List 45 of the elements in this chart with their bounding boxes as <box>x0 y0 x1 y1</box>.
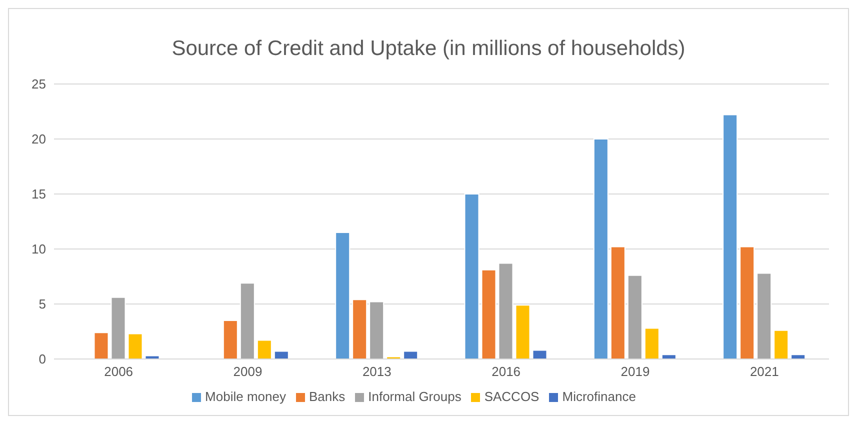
legend-label: Mobile money <box>205 389 286 404</box>
legend-label: Banks <box>308 389 346 404</box>
bar <box>352 299 368 359</box>
bar <box>661 354 676 359</box>
bar <box>110 296 126 359</box>
legend-label: Informal Groups <box>368 389 462 404</box>
y-tick-label: 0 <box>38 352 46 367</box>
x-tick-label: 2013 <box>362 364 392 380</box>
y-tick-label: 5 <box>38 296 46 312</box>
bar <box>222 320 238 359</box>
bar <box>790 354 806 359</box>
y-tick-label: 15 <box>32 186 46 202</box>
y-tick-label: 10 <box>32 242 46 257</box>
bar <box>94 332 109 359</box>
x-tick-label: 2016 <box>492 364 521 380</box>
bar <box>627 274 642 359</box>
bar <box>774 330 789 359</box>
bar <box>532 350 548 359</box>
bar <box>274 350 289 359</box>
bar <box>128 333 143 359</box>
legend-label: SACCOS <box>484 389 540 404</box>
bar <box>722 114 738 359</box>
bar <box>593 138 608 359</box>
chart-title: Source of Credit and Uptake (in millions of households) <box>170 36 686 62</box>
bar <box>515 304 530 359</box>
bar <box>240 282 255 359</box>
x-tick-label: 2019 <box>620 364 650 380</box>
bar <box>644 328 660 359</box>
y-tick-label: 20 <box>32 132 46 147</box>
bar <box>144 355 160 359</box>
bar <box>756 272 772 359</box>
legend-label: Microfinance <box>562 389 636 404</box>
bar <box>498 262 514 359</box>
bar <box>610 246 626 359</box>
x-tick-label: 2021 <box>750 364 779 380</box>
bar <box>403 350 418 359</box>
bar <box>740 246 755 359</box>
x-tick-label: 2006 <box>104 364 134 380</box>
bar <box>464 194 480 359</box>
bar <box>369 301 384 359</box>
x-tick-label: 2009 <box>233 364 262 380</box>
y-tick-label: 25 <box>32 76 46 92</box>
bar <box>335 232 350 359</box>
bar <box>256 340 272 359</box>
bar <box>481 269 496 359</box>
